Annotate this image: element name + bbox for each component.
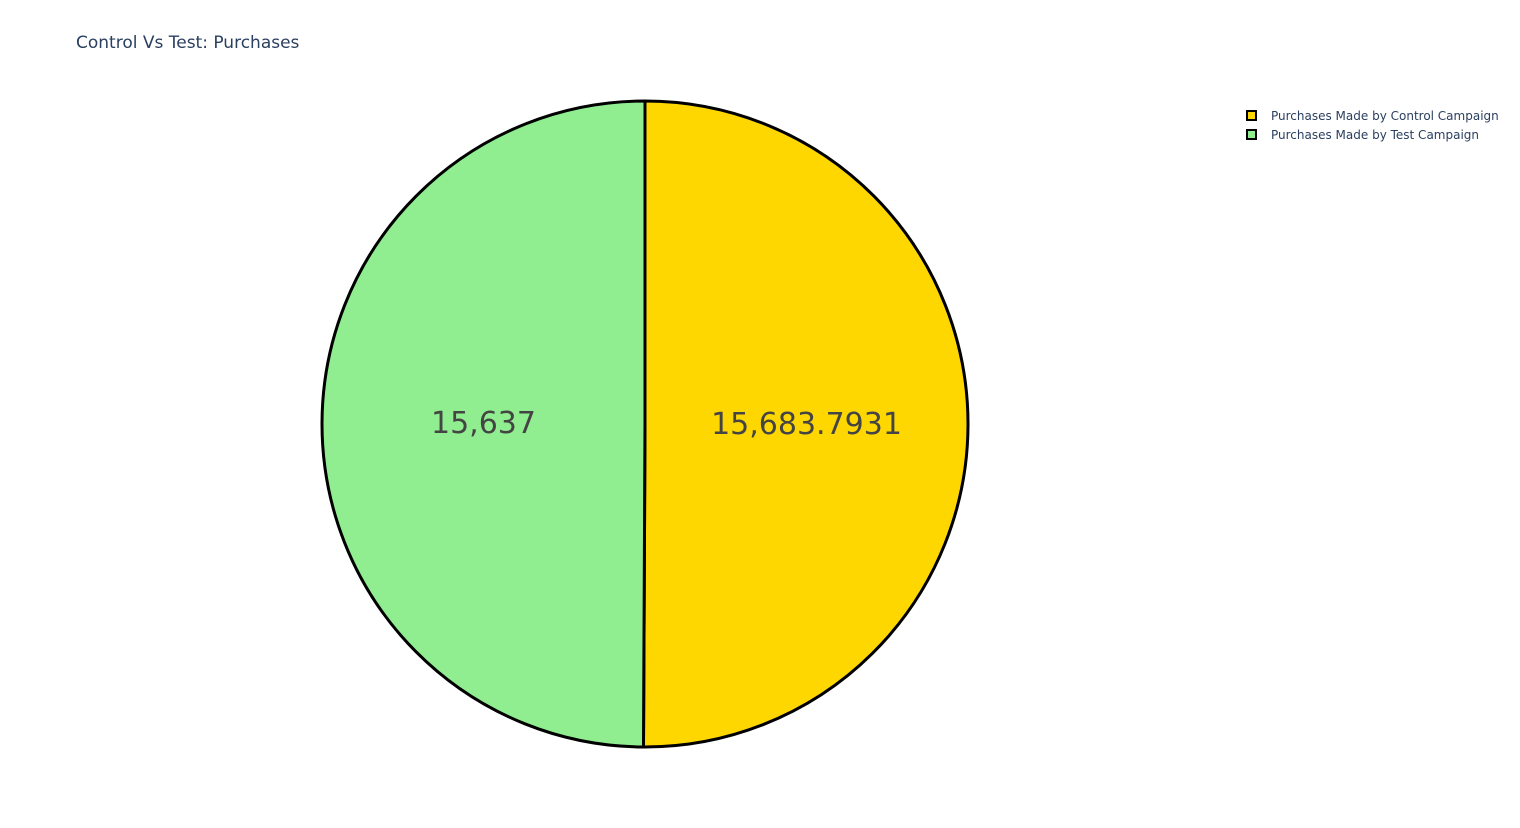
slice-label-test: 15,637 [431, 406, 536, 441]
slice-label-control: 15,683.7931 [711, 407, 902, 442]
legend-item-control[interactable]: Purchases Made by Control Campaign [1246, 106, 1499, 125]
legend: Purchases Made by Control Campaign Purch… [1246, 106, 1499, 144]
legend-swatch-test [1246, 129, 1257, 140]
pie-slice-test[interactable] [320, 99, 647, 749]
legend-item-test[interactable]: Purchases Made by Test Campaign [1246, 125, 1499, 144]
pie-slice-control[interactable] [641, 99, 970, 749]
legend-swatch-control [1246, 110, 1257, 121]
legend-label-control: Purchases Made by Control Campaign [1271, 108, 1499, 123]
legend-label-test: Purchases Made by Test Campaign [1271, 127, 1480, 142]
chart-title: Control Vs Test: Purchases [76, 33, 300, 53]
